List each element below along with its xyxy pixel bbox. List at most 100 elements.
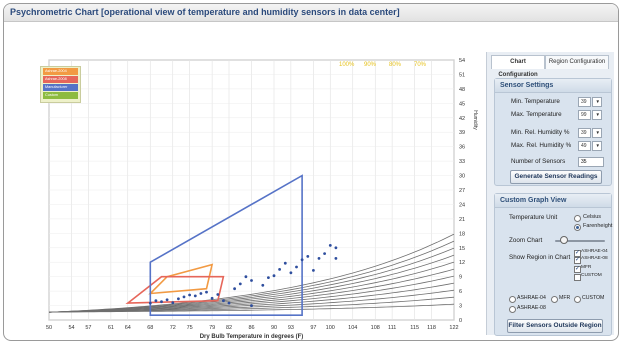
y-tick-label: 9 [459,275,462,281]
x-tick-label: 72 [170,325,176,331]
sensor-point [199,292,203,295]
custom-checkbox[interactable] [574,274,581,281]
sensor-settings-header: Sensor Settings [495,79,611,93]
sensor-point [233,287,237,291]
radio-custom[interactable] [574,296,581,303]
tab-chart-configuration[interactable]: Chart Configuration [491,55,545,78]
radio-ashrae-04[interactable] [509,296,516,303]
x-tick-label: 61 [108,325,114,331]
min-humidity-label: Min. Rel. Humidity % [511,129,570,136]
min-temperature-select[interactable]: 39 [578,97,591,107]
sensor-point [295,265,298,269]
x-tick-label: 97 [310,325,316,331]
y-tick-label: 36 [459,145,465,151]
num-sensors-label: Number of Sensors [511,158,566,165]
sensor-point [278,268,281,271]
radio-ashrae-04-label: ASHRAE-04 [517,295,546,301]
celsius-radio[interactable] [574,215,581,222]
max-temperature-select[interactable]: 99 [578,110,591,120]
x-tick-label: 57 [85,325,91,331]
sensor-point [317,257,321,260]
psychrometric-chart[interactable]: 100% 90% 80% 70%50 54 57 61 64 68 72 75 79 82 86 90 93 9… [4,22,486,340]
sensor-point [272,274,276,278]
y-tick-label: 21 [459,217,465,223]
sensor-point [300,258,304,262]
sensor-point [261,283,265,287]
y-tick-label: 6 [459,289,462,295]
x-tick-label: 104 [348,325,357,331]
chart-area: 100% 90% 80% 70% 50 54 57 61 64 68 72 75 79 82 86 90 93 9… [4,22,486,340]
chevron-down-icon: ▼ [595,130,600,135]
max-temperature-stepper[interactable]: ▼ [592,110,602,120]
radio-mfr[interactable] [551,296,558,303]
max-humidity-label: Max. Rel. Humidity % [511,142,572,149]
fahrenheit-label: Farenheight [583,223,613,229]
ashrae-04-label: ASHRAE-04 [581,249,608,254]
min-humidity-stepper[interactable]: ▼ [592,128,602,138]
y-tick-label: 30 [459,174,465,180]
tab-region-configuration[interactable]: Region Configuration [545,55,609,69]
num-sensors-input[interactable]: 35 [578,157,604,167]
sensor-point [244,275,248,279]
rh-curve-label: 70% [414,62,427,68]
region-ashrae-2004 [148,263,214,295]
min-humidity-select[interactable]: 39 [578,128,591,138]
sensor-point [210,296,214,300]
mfr-checkbox[interactable]: ✓ [574,266,581,273]
x-tick-label: 90 [271,325,277,331]
y-tick-label: 39 [459,130,465,136]
sensor-point [283,261,287,265]
x-tick-label: 79 [209,325,215,331]
rh-curve-label: 90% [364,62,377,68]
generate-readings-button[interactable]: Generate Sensor Readings [510,170,602,184]
x-tick-label: 50 [46,325,52,331]
x-tick-label: 82 [226,325,232,331]
y-tick-label: 18 [459,231,465,237]
sensor-point [250,304,253,307]
radio-custom-label: CUSTOM [582,295,605,301]
custom-graph-panel: Custom Graph View Temperature Unit Celsi… [494,193,612,336]
sensor-point [267,276,270,279]
sensor-point [227,301,231,305]
sensor-point [222,299,225,303]
chevron-down-icon: ▼ [595,112,600,117]
y-tick-label: 54 [459,58,465,64]
min-temperature-stepper[interactable]: ▼ [592,97,602,107]
chart-legend: Ashrae-2004 Ashrae-2008 Manufacturer Cus… [40,66,81,103]
radio-ashrae-08[interactable] [509,306,516,313]
max-humidity-stepper[interactable]: ▼ [592,141,602,151]
x-tick-label: 86 [248,325,254,331]
filter-sensors-button[interactable]: Filter Sensors Outside Region [507,319,603,333]
x-tick-label: 115 [410,325,419,331]
ashrae-04-checkbox[interactable]: ✓ [574,250,581,257]
rh-curve-label: 100% [339,62,355,68]
min-temperature-label: Min. Temperature [511,98,560,105]
y-tick-label: 48 [459,87,465,93]
radio-mfr-label: MFR [559,295,571,301]
custom-graph-header: Custom Graph View [495,194,611,208]
zoom-slider-handle[interactable] [559,236,568,244]
mfr-label: MFR [581,265,592,270]
y-tick-label: 12 [459,260,465,266]
fahrenheit-radio[interactable] [574,224,581,231]
show-region-label: Show Region in Chart [509,254,571,261]
max-temperature-label: Max. Temperature [511,111,562,118]
ashrae-08-checkbox[interactable]: ✓ [574,257,581,264]
x-tick-label: 122 [449,325,458,331]
max-humidity-select[interactable]: 49 [578,141,591,151]
title-bar: Psychrometric Chart [operational view of… [4,4,618,22]
zoom-slider[interactable] [555,240,605,242]
sensor-point [334,246,338,250]
sensor-point [154,299,158,303]
x-tick-label: 93 [288,325,294,331]
sensor-point [238,282,242,286]
y-tick-label: 42 [459,116,465,122]
celsius-label: Celsius [583,214,602,220]
x-axis-label: Dry Bulb Temperature in degrees (F) [200,334,304,340]
radio-ashrae-08-label: ASHRAE-08 [517,305,546,311]
rh-curve [49,303,455,313]
custom-label: CUSTOM [581,273,602,278]
sensor-point [250,279,253,282]
legend-item-ashrae-2004: Ashrae-2004 [43,68,78,75]
x-tick-label: 118 [427,325,436,331]
